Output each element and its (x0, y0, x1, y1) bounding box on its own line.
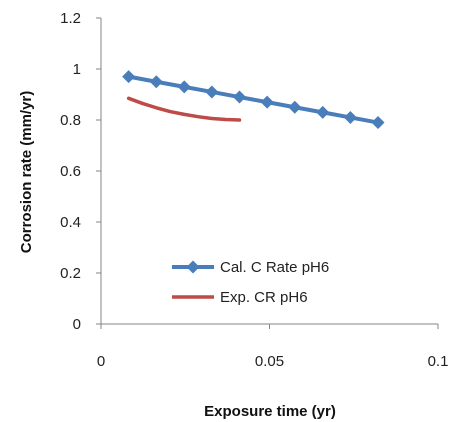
series-1-point (316, 105, 330, 119)
series-line-1 (126, 74, 381, 125)
y-tick-label: 0.8 (60, 112, 81, 129)
x-tick-label: 0 (97, 353, 105, 370)
legend-label: Exp. CR pH6 (220, 289, 308, 306)
y-tick-label: 0.2 (60, 265, 81, 282)
series-1-point (260, 95, 274, 109)
y-tick-label: 1.2 (60, 10, 81, 27)
series-layer (122, 70, 385, 130)
legend-label: Cal. C Rate pH6 (220, 259, 329, 276)
y-tick-label: 1 (73, 61, 81, 78)
y-tick-label: 0 (73, 316, 81, 333)
series-1-point (177, 80, 191, 94)
series-1-point (233, 90, 247, 104)
x-ticks: 0 0.05 0.1 (97, 324, 449, 370)
y-tick-label: 0.6 (60, 163, 81, 180)
legend: Cal. C Rate pH6 Exp. CR pH6 (172, 259, 329, 306)
y-tick-label: 0.4 (60, 214, 81, 231)
series-1-point (343, 110, 357, 124)
x-tick-label: 0.05 (255, 353, 284, 370)
series-1-point (288, 100, 302, 114)
y-ticks: 0 0.2 0.4 0.6 0.8 1 1.2 (60, 10, 101, 333)
series-line-2 (126, 96, 242, 122)
series-1-point (205, 85, 219, 99)
legend-swatch-marker (186, 260, 200, 274)
series-1-point (122, 70, 136, 84)
y-axis-title: Corrosion rate (mm/yr) (18, 91, 35, 254)
x-axis-title: Exposure time (yr) (204, 403, 336, 420)
series-1-point (371, 116, 385, 130)
plot-area: 0 0.2 0.4 0.6 0.8 1 1.2 0 0.05 0.1 (60, 10, 448, 370)
x-tick-label: 0.1 (428, 353, 449, 370)
series-1-point (149, 75, 163, 89)
